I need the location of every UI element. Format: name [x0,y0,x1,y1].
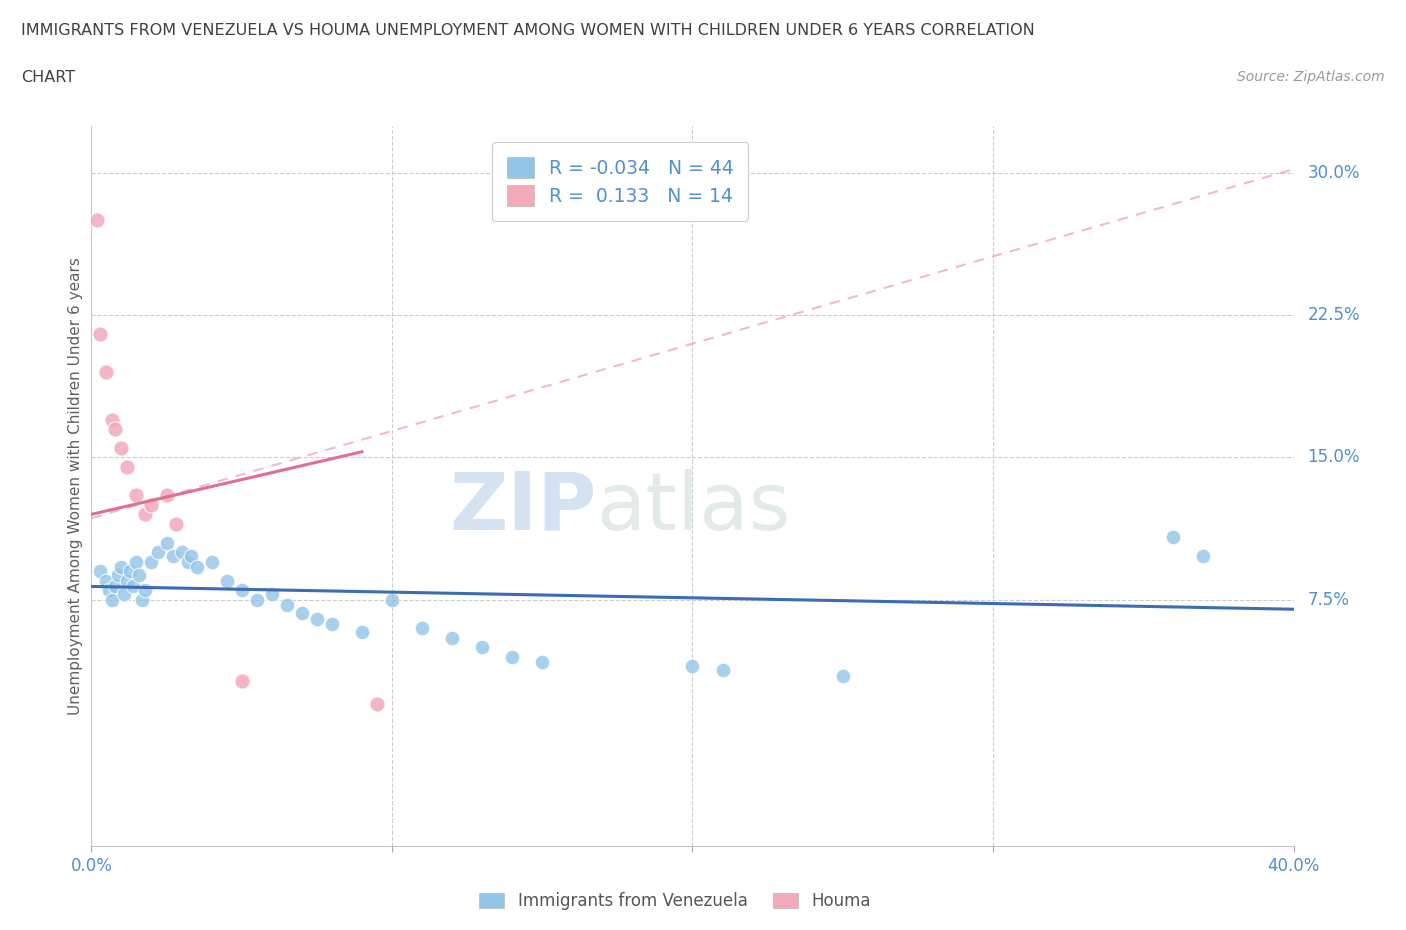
Point [186,560,208,575]
Text: 15.0%: 15.0% [1308,448,1360,467]
Point [134,507,156,522]
Point [110,441,132,456]
Point [101,412,124,427]
Point [215,573,238,588]
Point [291,605,314,620]
Point [381,592,404,607]
Point [131,592,153,607]
Point [125,554,148,569]
Text: atlas: atlas [596,469,790,547]
Legend: Immigrants from Venezuela, Houma: Immigrants from Venezuela, Houma [472,885,877,917]
Point [201,554,224,569]
Point [176,554,198,569]
Point [120,564,142,578]
Point [89,326,111,341]
Text: 7.5%: 7.5% [1308,591,1350,609]
Point [246,592,269,607]
Point [107,567,129,582]
Text: CHART: CHART [21,70,75,85]
Text: 22.5%: 22.5% [1308,306,1360,325]
Point [1192,549,1215,564]
Point [110,560,132,575]
Point [117,459,139,474]
Text: ZIP: ZIP [449,469,596,547]
Point [276,598,298,613]
Legend: R = -0.034   N = 44, R =  0.133   N = 14: R = -0.034 N = 44, R = 0.133 N = 14 [492,142,748,220]
Point [101,592,124,607]
Point [366,697,388,711]
Point [305,611,328,626]
Point [155,536,177,551]
Point [146,545,169,560]
Text: IMMIGRANTS FROM VENEZUELA VS HOUMA UNEMPLOYMENT AMONG WOMEN WITH CHILDREN UNDER : IMMIGRANTS FROM VENEZUELA VS HOUMA UNEMP… [21,23,1035,38]
Point [165,516,187,531]
Point [89,564,111,578]
Point [128,567,150,582]
Point [681,658,703,673]
Point [122,579,145,594]
Point [104,421,127,436]
Point [96,365,118,379]
Point [411,620,433,635]
Point [471,640,494,655]
Text: 30.0%: 30.0% [1308,164,1360,182]
Text: Source: ZipAtlas.com: Source: ZipAtlas.com [1237,70,1385,84]
Point [440,631,463,645]
Point [260,587,283,602]
Point [231,583,253,598]
Point [155,488,177,503]
Point [96,573,118,588]
Point [711,662,734,677]
Point [141,498,163,512]
Point [117,573,139,588]
Point [162,549,184,564]
Y-axis label: Unemployment Among Women with Children Under 6 years: Unemployment Among Women with Children U… [67,257,83,715]
Point [86,213,108,228]
Point [180,549,202,564]
Point [1161,530,1184,545]
Point [134,583,156,598]
Point [501,649,523,664]
Point [350,625,373,640]
Point [831,668,853,683]
Point [125,488,148,503]
Point [231,674,253,689]
Point [531,655,554,670]
Point [98,583,121,598]
Point [141,554,163,569]
Point [321,617,343,631]
Point [170,545,193,560]
Point [114,587,136,602]
Point [104,579,127,594]
